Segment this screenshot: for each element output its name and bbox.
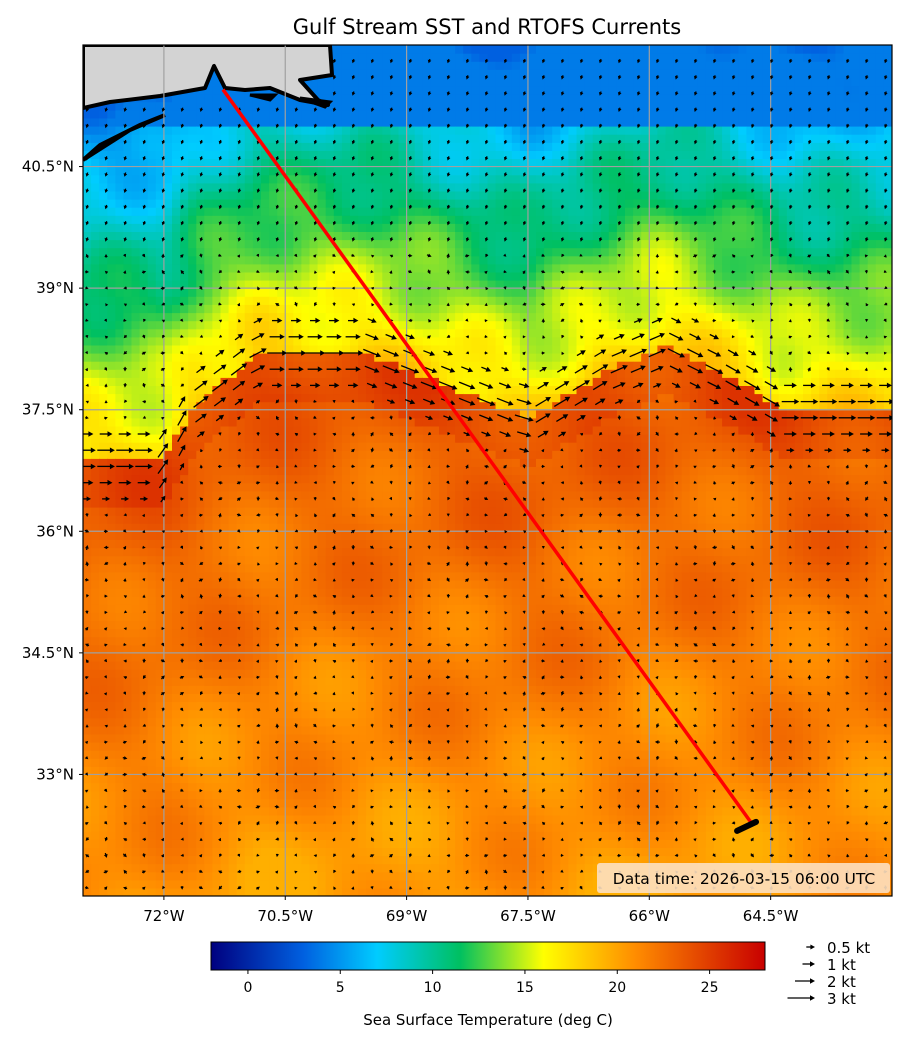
lat-tick-label: 40.5°N	[22, 158, 74, 176]
quiver-key-arrow	[788, 995, 816, 1001]
lat-tick-label: 37.5°N	[22, 401, 74, 419]
quiver-key-label: 3 kt	[827, 990, 856, 1008]
lon-tick-label: 67.5°W	[500, 907, 556, 925]
lat-tick-label: 34.5°N	[22, 644, 74, 662]
lon-tick-label: 64.5°W	[743, 907, 799, 925]
data-time-label: Data time: 2026-03-15 06:00 UTC	[613, 870, 875, 888]
colorbar-tick-label: 10	[424, 980, 442, 996]
lat-tick-label: 39°N	[36, 279, 74, 297]
lon-tick-label: 66°W	[629, 907, 671, 925]
quiver-key-label: 2 kt	[827, 973, 856, 991]
colorbar-tick-label: 20	[608, 980, 626, 996]
colorbar-tick-label: 0	[243, 980, 252, 996]
lon-tick-label: 72°W	[143, 907, 185, 925]
quiver-key-label: 0.5 kt	[827, 939, 870, 957]
quiver-key-arrow	[806, 945, 815, 950]
lon-tick-label: 70.5°W	[257, 907, 313, 925]
sst-field	[83, 45, 901, 897]
quiver-key-label: 1 kt	[827, 956, 856, 974]
data-time-box: Data time: 2026-03-15 06:00 UTC	[597, 863, 890, 893]
lat-tick-label: 36°N	[36, 522, 74, 540]
chart-title: Gulf Stream SST and RTOFS Currents	[293, 15, 681, 39]
colorbar: Sea Surface Temperature (deg C) 0 5 10 15 20…	[211, 942, 765, 1029]
quiver-key-arrow	[795, 978, 815, 984]
colorbar-tick-label: 25	[701, 980, 719, 996]
colorbar-tick-label: 15	[516, 980, 534, 996]
lon-tick-label: 69°W	[386, 907, 428, 925]
colorbar-label: Sea Surface Temperature (deg C)	[363, 1011, 613, 1029]
quiver-legend: 0.5 kt1 kt2 kt3 kt	[788, 939, 871, 1008]
quiver-key-arrow	[803, 961, 816, 967]
lat-tick-label: 33°N	[36, 765, 74, 783]
colorbar-tick-label: 5	[336, 980, 345, 996]
